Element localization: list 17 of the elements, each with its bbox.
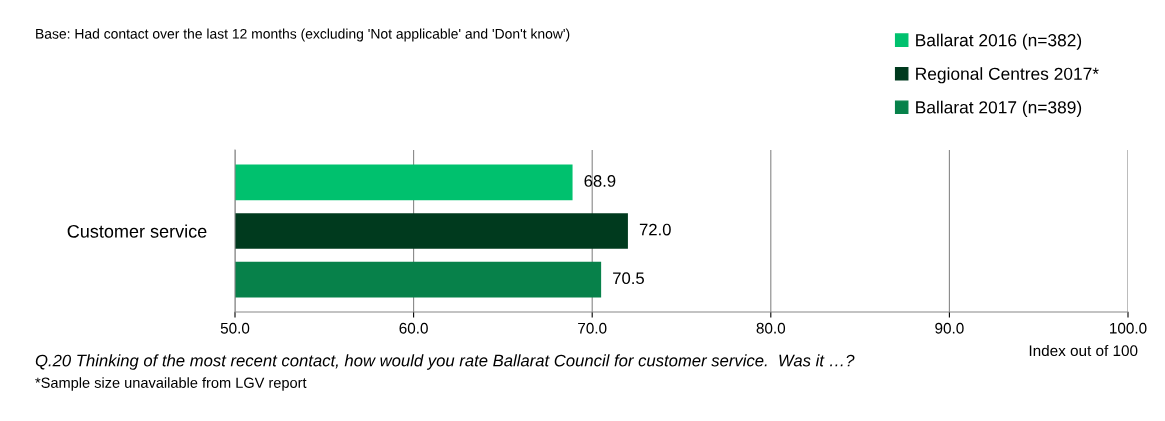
legend-label: Ballarat 2016 (n=382): [916, 33, 1082, 50]
legend-label: Regional Centres 2017*: [916, 67, 1099, 84]
legend-label: Ballarat 2017 (n=389): [916, 100, 1082, 117]
text: Q.20 Thinking of the most recent contact, how would you rate Ballarat Council for customer service. Was it …?: [35, 354, 855, 370]
data-label: 72.0: [639, 223, 671, 236]
x-axis-title: Index out of 100: [1029, 344, 1138, 357]
x-tick-label: 100.0: [1110, 322, 1147, 334]
text: Base: Had contact over the last 12 months (excluding 'Not applicable' and 'Don't know'): [36, 28, 570, 42]
data-label: 68.9: [584, 175, 616, 187]
y-tick-label: Customer service: [67, 224, 207, 238]
x-tick-label: 90.0: [935, 322, 964, 334]
x-tick-label: 70.0: [578, 322, 607, 334]
data-label: 70.5: [613, 272, 644, 285]
x-tick-label: 80.0: [756, 322, 786, 334]
text: *Sample size unavailable from LGV report: [35, 377, 307, 391]
x-tick-label: 50.0: [220, 322, 250, 334]
x-tick-label: 60.0: [399, 322, 428, 334]
